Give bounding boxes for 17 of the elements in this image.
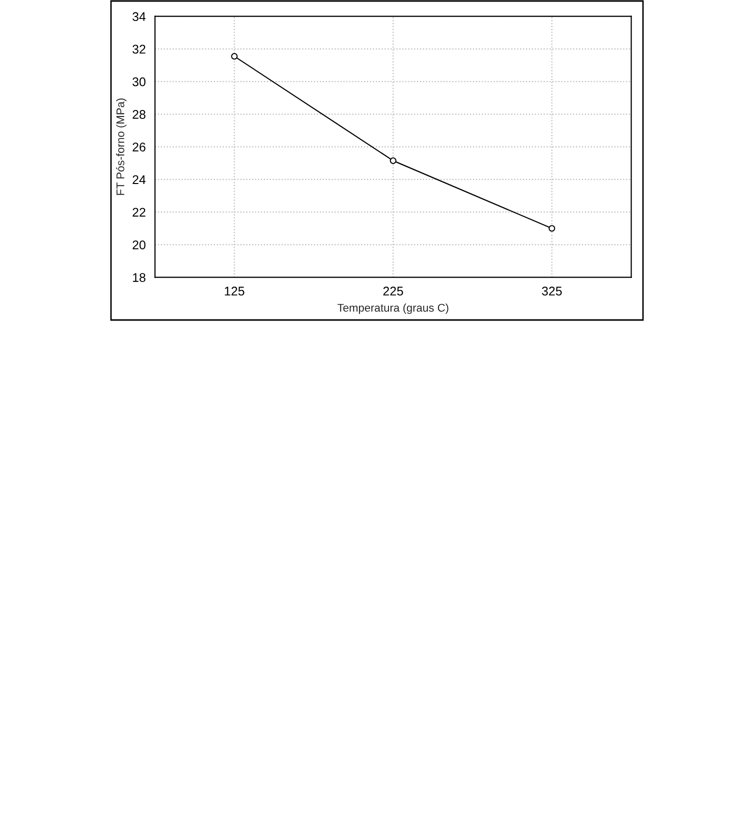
point — [548, 225, 556, 232]
point — [390, 157, 396, 164]
y-tick-label: 22 — [132, 208, 146, 217]
y-tick-label: 26 — [132, 142, 146, 152]
y-tick-label: 32 — [132, 44, 146, 54]
x-tick-label: 125 — [224, 286, 244, 296]
point — [231, 53, 238, 60]
y-tick-label: 20 — [132, 240, 146, 250]
y-axis-title: FT Pós-forno (MPa) — [116, 98, 126, 195]
x-axis-title: Temperatura (graus C) — [337, 304, 448, 314]
x-tick-label: 225 — [383, 286, 404, 296]
y-tick-label: 30 — [132, 77, 146, 86]
y-tick-label: 34 — [132, 12, 146, 22]
y-tick-label: 24 — [132, 175, 146, 184]
y-tick-label: 28 — [132, 110, 146, 119]
x-tick-label: 325 — [542, 286, 562, 296]
y-tick-label: 18 — [133, 273, 146, 282]
